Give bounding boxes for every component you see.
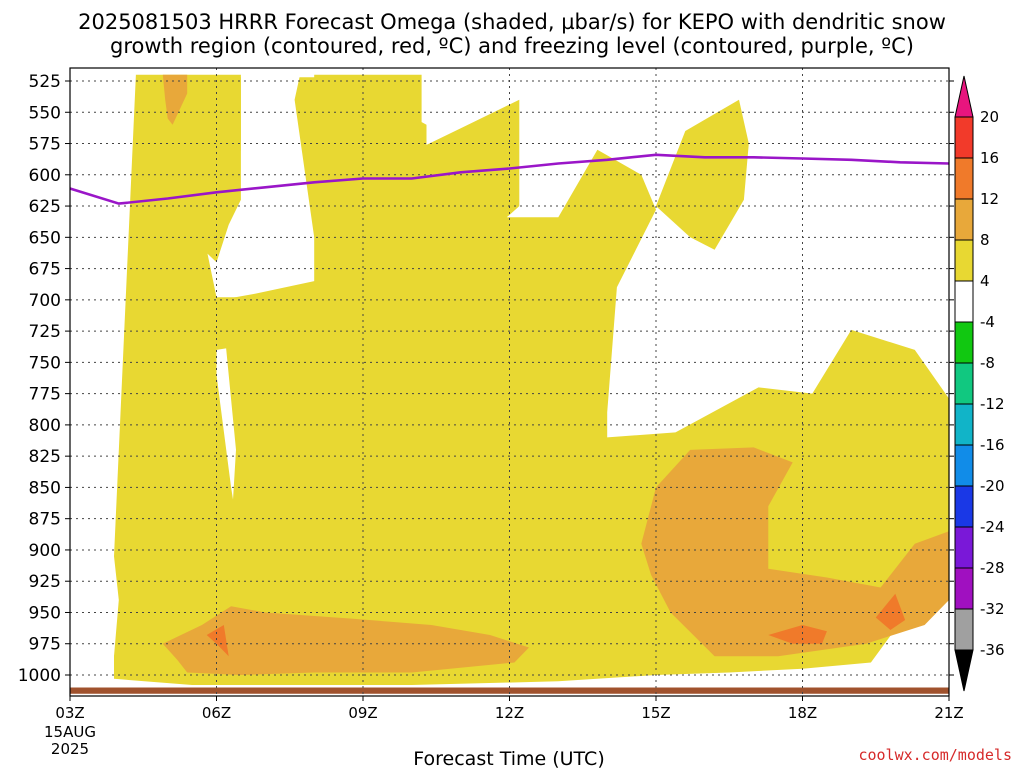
colorbar-label-16: 16 [980,149,999,167]
x-axis-title: Forecast Time (UTC) [413,748,604,768]
credit-link[interactable]: coolwx.com/models [858,746,1012,764]
x-tick-label-03Z: 03Z [55,704,84,722]
x-tick-label-21Z: 21Z [934,704,963,722]
chart-title-line-1: 2025081503 HRRR Forecast Omega (shaded, … [78,10,946,34]
y-tick-label-750: 750 [29,353,61,373]
colorbar-label-20: 20 [980,108,999,126]
omega-region-12_to_16-8 [206,625,229,657]
y-tick-label-875: 875 [29,510,61,530]
colorbar-label--12: -12 [980,395,1005,413]
colorbar-label--4: -4 [980,313,995,331]
colorbar-label--32: -32 [980,600,1005,618]
x-tick-sublabel-1: 2025 [51,740,89,758]
y-tick-label-700: 700 [29,291,61,311]
y-axis: 525 550 575 600 625 650 675 700 725 750 775 800 825 8… [18,72,954,686]
y-tick-label-650: 650 [29,228,61,248]
chart-title-line-2: growth region (contoured, red, ºC) and f… [110,34,914,58]
colorbar: 20 16 12 8 4 -4 -8 -12 -16 -20 -24 -28 -32 -36 [954,75,1005,692]
colorbar-box-8 [954,444,974,487]
freezing-level-line [70,153,949,205]
y-tick-label-625: 625 [29,197,61,217]
colorbar-label-8: 8 [980,231,990,249]
colorbar-label--8: -8 [980,354,995,372]
colorbar-box-10 [954,526,974,569]
colorbar-box-11 [954,567,974,610]
y-tick-label-575: 575 [29,135,61,155]
omega-region-12_to_16-10 [875,593,906,630]
colorbar-box-7 [954,403,974,446]
colorbar-label--28: -28 [980,559,1005,577]
colorbar-box-9 [954,485,974,528]
omega-shading [114,74,949,685]
freezing-level-layer [70,153,949,205]
y-tick-label-975: 975 [29,635,61,655]
y-tick-label-775: 775 [29,385,61,405]
x-tick-sublabel-0: 15AUG [44,723,96,741]
colorbar-box-3 [954,239,974,282]
y-tick-label-950: 950 [29,603,61,623]
colorbar-box-2 [954,198,974,241]
x-tick-label-15Z: 15Z [641,704,670,722]
x-tick-label-18Z: 18Z [788,704,817,722]
y-tick-label-1000: 1000 [18,666,61,686]
omega-region-4_to_8-4 [656,99,749,250]
y-tick-label-850: 850 [29,478,61,498]
colorbar-box-4 [954,280,974,323]
omega-region-8_to_12-6 [641,447,949,657]
y-tick-label-525: 525 [29,72,61,92]
y-tick-label-675: 675 [29,260,61,280]
colorbar-bottom-arrow [954,649,974,692]
omega-region-12_to_16-9 [768,625,827,644]
colorbar-label--20: -20 [980,477,1005,495]
colorbar-box-5 [954,321,974,364]
y-tick-label-825: 825 [29,447,61,467]
colorbar-label-4: 4 [980,272,990,290]
ground-surface [70,687,949,694]
omega-region-8_to_12-7 [162,74,188,125]
y-tick-label-600: 600 [29,166,61,186]
y-tick-label-725: 725 [29,322,61,342]
colorbar-top-arrow [954,75,974,118]
colorbar-label--24: -24 [980,518,1005,536]
colorbar-box-6 [954,362,974,405]
omega-region-8_to_12-5 [162,606,530,675]
grid [70,68,949,696]
x-tick-label-06Z: 06Z [202,704,231,722]
colorbar-box-12 [954,608,974,651]
y-tick-label-800: 800 [29,416,61,436]
x-tick-label-12Z: 12Z [495,704,524,722]
x-tick-label-09Z: 09Z [348,704,377,722]
colorbar-box-1 [954,157,974,200]
colorbar-label-12: 12 [980,190,999,208]
colorbar-label--16: -16 [980,436,1005,454]
colorbar-label--36: -36 [980,641,1005,659]
y-tick-label-925: 925 [29,572,61,592]
y-tick-label-900: 900 [29,541,61,561]
omega-region-4_to_8-2 [138,77,241,263]
y-tick-label-550: 550 [29,103,61,123]
colorbar-box-0 [954,116,974,159]
